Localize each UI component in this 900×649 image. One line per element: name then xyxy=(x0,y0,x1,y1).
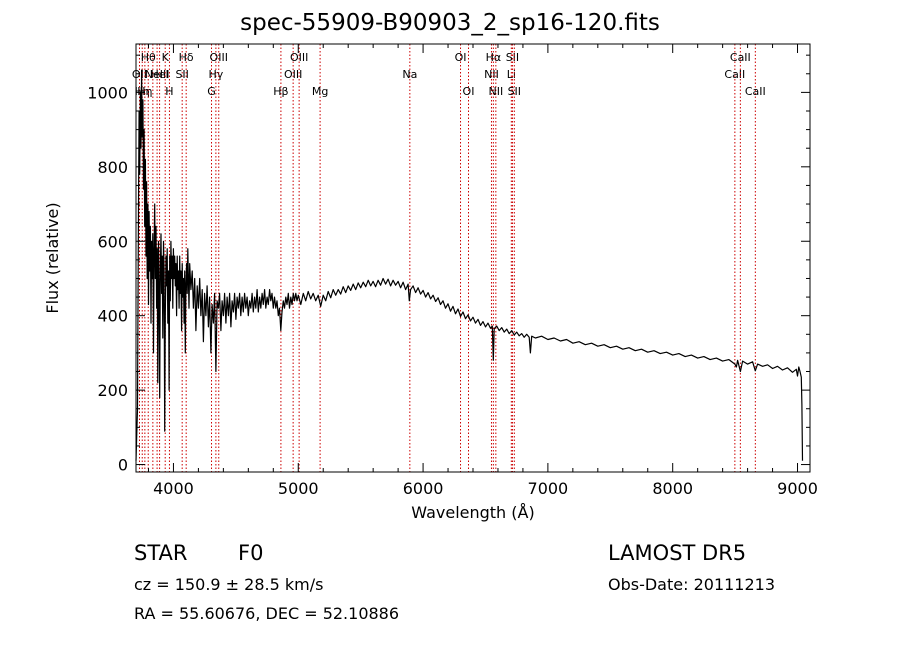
line-label: Mg xyxy=(312,85,328,98)
line-label: OI xyxy=(463,85,475,98)
line-label: SII xyxy=(508,85,521,98)
line-label: NII xyxy=(484,68,499,81)
line-label: K xyxy=(162,51,170,64)
line-label: Hδ xyxy=(179,51,194,64)
y-tick-label: 600 xyxy=(97,232,128,251)
line-label: Hα xyxy=(486,51,502,64)
line-label: Hγ xyxy=(208,68,223,81)
x-tick-label: 8000 xyxy=(652,479,693,498)
object-subclass: F0 xyxy=(238,541,264,565)
chart-title: spec-55909-B90903_2_sp16-120.fits xyxy=(240,10,660,36)
line-label: SII xyxy=(175,68,188,81)
line-label: NeIII xyxy=(145,68,170,81)
x-tick-label: 7000 xyxy=(528,479,569,498)
line-label: CaII xyxy=(745,85,766,98)
x-axis-label: Wavelength (Å) xyxy=(411,503,534,522)
line-label: G xyxy=(207,85,216,98)
plot-frame xyxy=(135,43,811,473)
line-label: OIII xyxy=(210,51,228,64)
line-label: SII xyxy=(506,51,519,64)
x-tick-label: 5000 xyxy=(278,479,319,498)
x-tick-label: 9000 xyxy=(777,479,818,498)
line-label: Na xyxy=(402,68,417,81)
x-tick-label: 4000 xyxy=(153,479,194,498)
line-label: CaII xyxy=(724,68,745,81)
line-label: Hβ xyxy=(273,85,288,98)
line-label: OIII xyxy=(284,68,302,81)
line-label: Hη xyxy=(137,85,152,98)
y-tick-label: 400 xyxy=(97,307,128,326)
line-label: Li xyxy=(507,68,516,81)
spectrum-line xyxy=(135,69,804,461)
y-tick-label: 0 xyxy=(118,456,128,475)
x-tick-label: 6000 xyxy=(403,479,444,498)
y-tick-label: 1000 xyxy=(87,83,128,102)
y-tick-label: 800 xyxy=(97,158,128,177)
y-axis-label: Flux (relative) xyxy=(43,202,62,313)
line-label: HeI xyxy=(150,68,168,81)
line-label: OIII xyxy=(290,51,308,64)
survey-name: LAMOST DR5 xyxy=(608,541,747,565)
line-label: Hθ xyxy=(141,51,156,64)
coordinates: RA = 55.60676, DEC = 52.10886 xyxy=(134,604,400,623)
line-label: OI xyxy=(455,51,467,64)
y-tick-label: 200 xyxy=(97,381,128,400)
line-label: CaII xyxy=(730,51,751,64)
obs-date: Obs-Date: 20111213 xyxy=(608,575,776,594)
object-class: STAR xyxy=(134,541,188,565)
line-label: NII xyxy=(488,85,503,98)
line-label: H xyxy=(165,85,173,98)
velocity-readout: cz = 150.9 ± 28.5 km/s xyxy=(134,575,324,594)
